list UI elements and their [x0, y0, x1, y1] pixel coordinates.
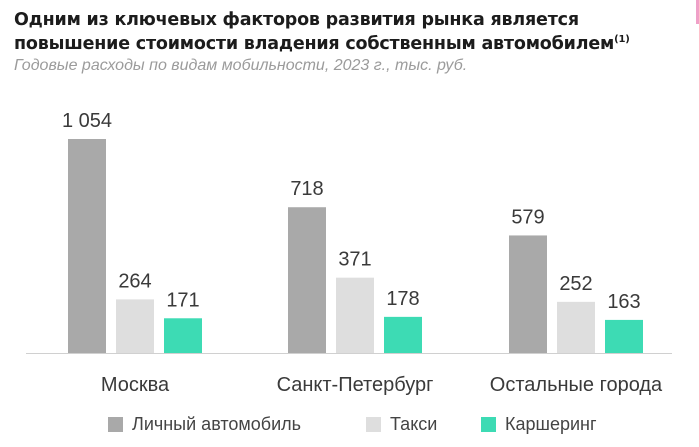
legend-item-0: Личный автомобиль — [108, 414, 301, 435]
chart-legend: Личный автомобиль Такси Каршеринг — [0, 414, 699, 442]
data-label-2-0: 579 — [511, 206, 544, 228]
accent-mark — [696, 0, 699, 24]
title-footnote: (1) — [614, 34, 630, 46]
data-label-1-0: 718 — [290, 178, 323, 200]
title-text: Одним из ключевых факторов развития рынк… — [14, 10, 615, 54]
bar-0-1 — [116, 299, 154, 353]
data-label-2-2: 163 — [607, 291, 640, 313]
category-label-1: Санкт-Петербург — [277, 374, 434, 396]
legend-label-0: Личный автомобиль — [132, 414, 302, 434]
data-label-0-2: 171 — [166, 289, 199, 311]
bar-2-2 — [605, 319, 643, 353]
legend-swatch-0 — [108, 417, 123, 432]
bar-0-2 — [164, 318, 202, 353]
bar-chart: 1 054 264 171 Москва 718 371 178 Санкт-Петербур… — [26, 110, 672, 396]
chart-subtitle: Годовые расходы по видам мобильности, 20… — [14, 57, 468, 74]
data-label-0-0: 1 054 — [62, 110, 112, 132]
legend-item-1: Такси — [366, 414, 437, 435]
bar-1-2 — [384, 316, 422, 353]
data-label-1-1: 371 — [338, 249, 371, 271]
bar-2-1 — [557, 301, 595, 353]
bar-1-0 — [288, 207, 326, 353]
data-label-1-2: 178 — [386, 288, 419, 310]
category-label-2: Остальные города — [490, 374, 663, 396]
page-title: Одним из ключевых факторов развития рынк… — [14, 8, 694, 56]
bar-1-1 — [336, 277, 374, 353]
data-label-2-1: 252 — [559, 273, 592, 295]
bar-2-0 — [509, 235, 547, 353]
legend-item-2: Каршеринг — [481, 414, 597, 435]
data-label-0-1: 264 — [118, 270, 151, 292]
bar-0-0 — [68, 139, 106, 353]
legend-swatch-1 — [366, 417, 381, 432]
category-label-0: Москва — [101, 374, 170, 396]
legend-swatch-2 — [481, 417, 496, 432]
legend-label-2: Каршеринг — [505, 414, 597, 434]
legend-label-1: Такси — [390, 414, 438, 434]
